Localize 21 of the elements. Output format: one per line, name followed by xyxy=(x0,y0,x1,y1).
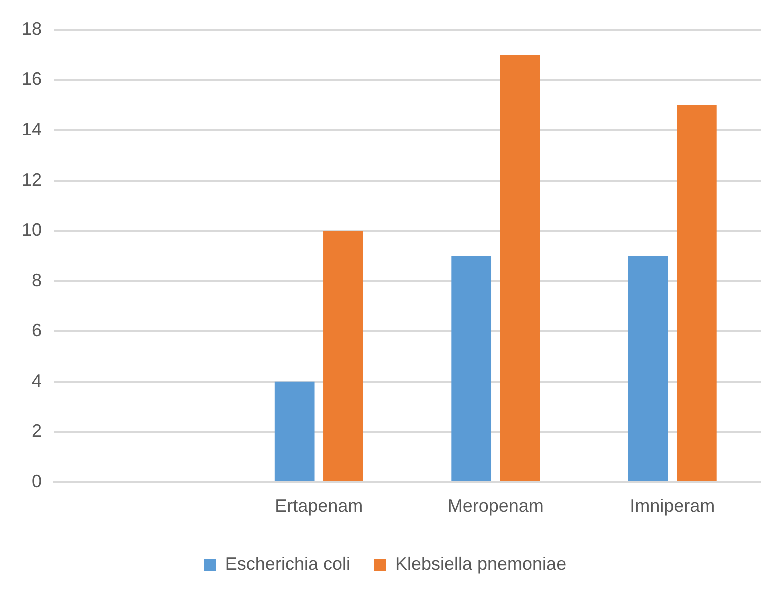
bar xyxy=(452,256,492,482)
x-tick-label: Ertapenam xyxy=(275,496,364,516)
y-tick-label: 12 xyxy=(22,170,42,190)
y-tick-label: 10 xyxy=(22,220,42,240)
bar xyxy=(324,231,364,482)
y-tick-label: 14 xyxy=(22,120,42,140)
bar xyxy=(500,55,540,482)
y-tick-label: 6 xyxy=(32,320,42,341)
bar xyxy=(274,382,315,482)
bar xyxy=(628,256,668,482)
y-tick-label: 2 xyxy=(32,421,42,442)
legend-label: Klebsiella pnemoniae xyxy=(395,554,567,574)
x-tick-label: Meropenam xyxy=(448,496,544,516)
y-tick-label: 4 xyxy=(32,370,42,391)
y-tick-label: 0 xyxy=(32,471,42,492)
y-tick-label: 16 xyxy=(22,69,42,90)
y-tick-label: 8 xyxy=(32,270,42,290)
x-tick-label: Imniperam xyxy=(630,496,716,516)
legend-label: Escherichia coli xyxy=(225,554,350,574)
bar xyxy=(677,105,717,482)
y-tick-label: 18 xyxy=(22,18,42,39)
